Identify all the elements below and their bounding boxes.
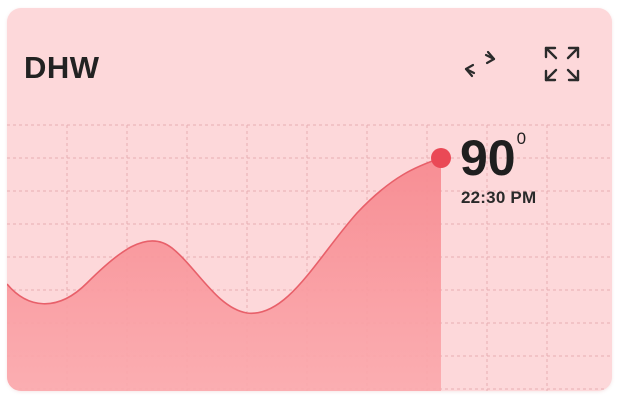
widget-title: DHW — [24, 50, 100, 85]
expand-icon — [544, 46, 580, 82]
temperature-chart — [7, 124, 612, 391]
temperature-value: 90 — [460, 130, 516, 186]
chart-curve — [7, 157, 442, 314]
swap-button[interactable] — [458, 42, 502, 86]
temperature-readout: 90 0 — [460, 129, 536, 187]
swap-arrows-icon — [464, 50, 496, 78]
reading-time: 22:30 PM — [461, 188, 537, 207]
temperature-unit: 0 — [516, 129, 527, 148]
dhw-card: DHW 90 — [7, 8, 612, 391]
chart-area — [7, 158, 441, 391]
current-value-marker — [431, 148, 451, 168]
expand-button[interactable] — [540, 42, 584, 86]
current-reading: 90 0 22:30 PM — [460, 130, 536, 208]
